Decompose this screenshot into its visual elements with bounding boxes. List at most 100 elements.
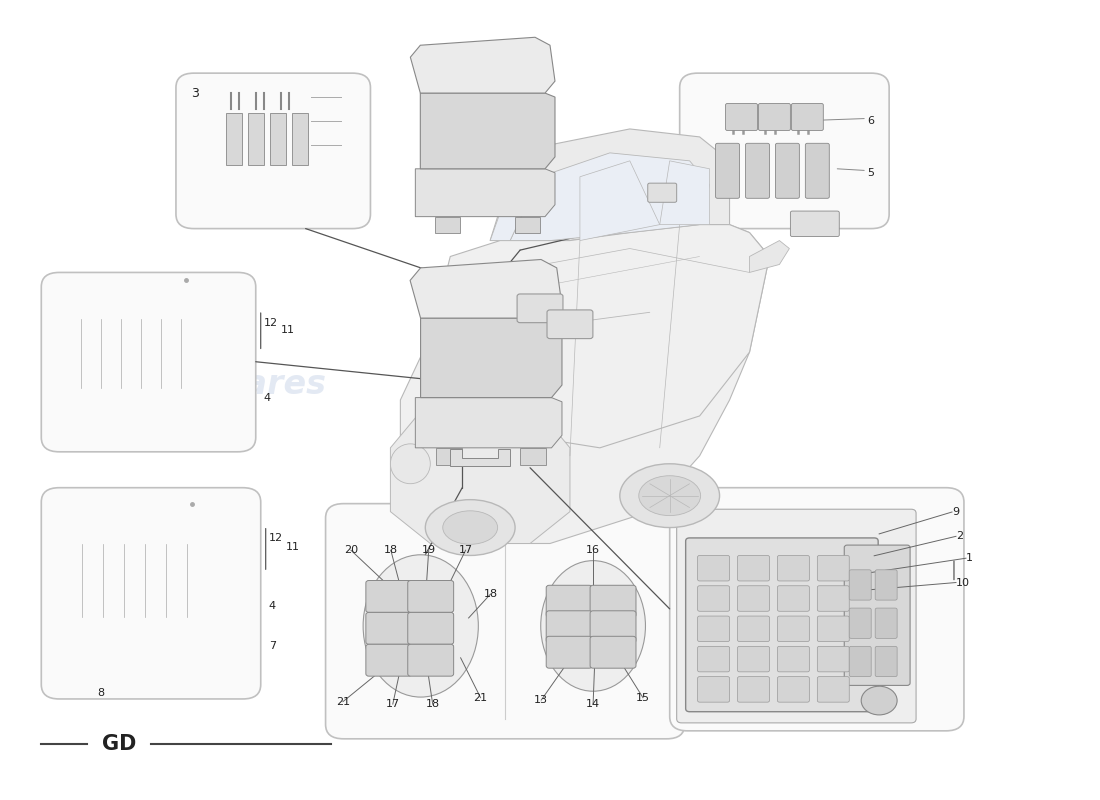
FancyBboxPatch shape xyxy=(676,510,916,723)
Text: 12: 12 xyxy=(268,534,283,543)
Polygon shape xyxy=(400,352,491,496)
FancyBboxPatch shape xyxy=(697,677,729,702)
Text: 18: 18 xyxy=(426,699,440,709)
Text: 16: 16 xyxy=(586,545,601,555)
Text: GD: GD xyxy=(102,734,136,754)
Polygon shape xyxy=(416,169,556,217)
FancyBboxPatch shape xyxy=(685,538,878,712)
FancyBboxPatch shape xyxy=(726,103,758,130)
FancyBboxPatch shape xyxy=(817,646,849,672)
FancyBboxPatch shape xyxy=(680,73,889,229)
Text: 20: 20 xyxy=(344,545,358,555)
FancyBboxPatch shape xyxy=(817,586,849,611)
Text: 18: 18 xyxy=(384,545,398,555)
Polygon shape xyxy=(430,225,769,448)
FancyBboxPatch shape xyxy=(547,586,592,617)
FancyBboxPatch shape xyxy=(778,616,810,642)
FancyBboxPatch shape xyxy=(876,646,898,677)
FancyBboxPatch shape xyxy=(849,570,871,600)
FancyBboxPatch shape xyxy=(817,616,849,642)
Polygon shape xyxy=(400,225,769,543)
Polygon shape xyxy=(660,161,710,225)
FancyBboxPatch shape xyxy=(366,581,411,612)
FancyBboxPatch shape xyxy=(248,113,264,165)
FancyBboxPatch shape xyxy=(849,608,871,638)
FancyBboxPatch shape xyxy=(817,555,849,581)
Text: 17: 17 xyxy=(386,699,400,709)
Polygon shape xyxy=(450,449,510,466)
Ellipse shape xyxy=(450,396,510,436)
FancyBboxPatch shape xyxy=(590,586,636,617)
FancyBboxPatch shape xyxy=(176,73,371,229)
Text: 12: 12 xyxy=(264,318,278,328)
FancyBboxPatch shape xyxy=(366,612,411,644)
FancyBboxPatch shape xyxy=(547,636,592,668)
FancyBboxPatch shape xyxy=(590,610,636,642)
Polygon shape xyxy=(491,129,729,241)
FancyBboxPatch shape xyxy=(366,644,411,676)
FancyBboxPatch shape xyxy=(876,570,898,600)
FancyBboxPatch shape xyxy=(759,103,791,130)
Text: 11: 11 xyxy=(286,542,299,552)
FancyBboxPatch shape xyxy=(845,545,910,686)
Text: 5: 5 xyxy=(867,168,875,178)
Ellipse shape xyxy=(426,500,515,555)
Text: 14: 14 xyxy=(586,699,601,709)
Ellipse shape xyxy=(639,476,701,515)
FancyBboxPatch shape xyxy=(697,555,729,581)
Text: 4: 4 xyxy=(264,393,271,403)
FancyBboxPatch shape xyxy=(805,143,829,198)
Circle shape xyxy=(861,686,898,715)
Polygon shape xyxy=(515,217,540,233)
FancyBboxPatch shape xyxy=(737,646,769,672)
Text: eurospares: eurospares xyxy=(494,367,705,401)
FancyBboxPatch shape xyxy=(791,211,839,237)
Polygon shape xyxy=(416,398,562,448)
Polygon shape xyxy=(420,93,556,169)
Text: 3: 3 xyxy=(191,86,199,99)
Ellipse shape xyxy=(363,554,478,697)
Text: 19: 19 xyxy=(421,545,436,555)
FancyBboxPatch shape xyxy=(876,608,898,638)
Ellipse shape xyxy=(619,464,719,527)
FancyBboxPatch shape xyxy=(737,586,769,611)
Text: 13: 13 xyxy=(535,695,548,705)
FancyBboxPatch shape xyxy=(778,555,810,581)
FancyBboxPatch shape xyxy=(776,143,800,198)
Text: 4: 4 xyxy=(268,601,276,611)
Polygon shape xyxy=(749,241,790,273)
FancyBboxPatch shape xyxy=(849,646,871,677)
FancyBboxPatch shape xyxy=(746,143,769,198)
Text: 7: 7 xyxy=(268,641,276,651)
Polygon shape xyxy=(420,318,562,398)
Text: 9: 9 xyxy=(952,507,959,517)
Polygon shape xyxy=(436,217,460,233)
Polygon shape xyxy=(437,448,462,465)
Polygon shape xyxy=(580,161,660,241)
FancyBboxPatch shape xyxy=(226,113,242,165)
FancyBboxPatch shape xyxy=(42,488,261,699)
FancyBboxPatch shape xyxy=(547,610,592,642)
Text: 6: 6 xyxy=(867,116,875,126)
Text: 2: 2 xyxy=(956,531,964,542)
Text: eurospares: eurospares xyxy=(116,367,327,401)
FancyBboxPatch shape xyxy=(778,646,810,672)
Ellipse shape xyxy=(541,561,646,691)
Polygon shape xyxy=(520,448,547,465)
FancyBboxPatch shape xyxy=(408,644,453,676)
Text: 11: 11 xyxy=(280,325,295,335)
FancyBboxPatch shape xyxy=(292,113,308,165)
Ellipse shape xyxy=(443,511,497,544)
Text: 15: 15 xyxy=(636,693,650,702)
FancyBboxPatch shape xyxy=(697,646,729,672)
FancyBboxPatch shape xyxy=(737,555,769,581)
FancyBboxPatch shape xyxy=(408,612,453,644)
Text: 8: 8 xyxy=(98,687,104,698)
Ellipse shape xyxy=(390,444,430,484)
Polygon shape xyxy=(390,384,570,543)
FancyBboxPatch shape xyxy=(517,294,563,322)
FancyBboxPatch shape xyxy=(791,103,823,130)
Polygon shape xyxy=(410,38,556,93)
FancyBboxPatch shape xyxy=(737,677,769,702)
FancyBboxPatch shape xyxy=(590,636,636,668)
